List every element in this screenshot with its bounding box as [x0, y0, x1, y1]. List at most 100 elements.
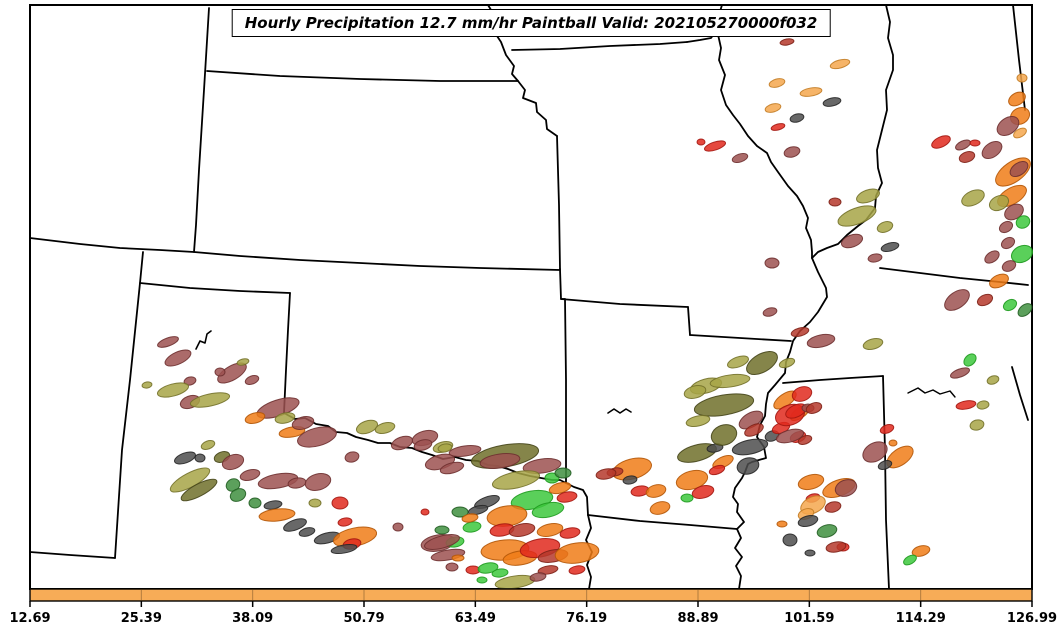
paintball-blob-maroon [775, 428, 805, 444]
paintball-blob-amber [768, 78, 786, 88]
paintball-blob-maroon [183, 376, 197, 386]
paintball-blob-red [791, 386, 813, 402]
paintball-blobs [141, 38, 1034, 590]
boundary-mississippi-mid [732, 257, 828, 530]
paintball-blob-dgreen [816, 524, 838, 538]
paintball-blob-gray [789, 113, 805, 123]
paintball-blob-red [969, 139, 981, 147]
paintball-blob-orange [461, 513, 479, 523]
colorbar-tick-label: 63.49 [455, 611, 496, 626]
paintball-blob-brick [508, 523, 536, 537]
paintball-blob-amber [1013, 127, 1027, 139]
paintball-blob-maroon [1000, 236, 1016, 250]
paintball-blob-olive [837, 205, 877, 227]
boundary-wabash-river [874, 4, 894, 209]
paintball-blob-maroon [304, 473, 332, 491]
paintball-blob-gray [731, 438, 769, 456]
paintball-blob-olive [778, 357, 796, 369]
paintball-blob-maroon [297, 426, 337, 448]
paintball-blob-maroon [164, 349, 192, 367]
paintball-blob-olive [727, 355, 749, 369]
paintball-blob-orange [536, 523, 564, 537]
paintball-blob-brick [958, 151, 976, 163]
paintball-blob-olive [969, 419, 985, 431]
paintball-blob-green [477, 562, 499, 574]
paintball-blob-red [931, 135, 951, 149]
paintball-blob-dolive [710, 424, 738, 446]
paintball-blob-maroon [221, 453, 245, 471]
paintball-blob-maroon [950, 367, 970, 379]
paintball-blob-orange [649, 501, 671, 515]
paintball-blob-brick [828, 197, 842, 207]
colorbar-tick-label: 101.59 [784, 611, 834, 626]
paintball-blob-maroon [445, 562, 459, 572]
paintball-blob-olive [437, 443, 453, 453]
paintball-blob-red [556, 491, 578, 503]
colorbar-tick-label: 88.89 [677, 611, 718, 626]
paintball-blob-maroon [783, 146, 801, 158]
paintball-blob-gray [804, 549, 816, 557]
paintball-blob-brick [825, 541, 847, 553]
paintball-blob-gray [736, 457, 760, 475]
paintball-blob-gray [706, 443, 724, 453]
paintball-blob-maroon [834, 479, 858, 497]
boundary-bootheel-west [687, 306, 691, 336]
paintball-blob-maroon [998, 220, 1014, 234]
paintball-blob-maroon [867, 253, 883, 263]
paintball-blob-olive [189, 392, 231, 408]
paintball-blob-olive [274, 412, 296, 424]
paintball-blob-orange [888, 439, 898, 447]
boundary-nm-tx-32n [29, 551, 116, 559]
paintball-blob-brick [595, 468, 617, 480]
paintball-blob-maroon [413, 439, 433, 451]
boundary-mo-west [556, 135, 561, 270]
boundary-mississippi-upper [716, 4, 813, 259]
paintball-blob-orange [258, 508, 296, 522]
paintball-blob-maroon [862, 441, 888, 463]
paintball-blob-red [420, 508, 430, 516]
boundary-tx-ok-100w [283, 292, 291, 414]
paintball-blob-olive [141, 381, 153, 389]
paintball-blob-olive [355, 419, 379, 435]
paintball-blob-dgreen [229, 488, 247, 502]
paintball-blob-maroon [291, 416, 315, 430]
paintball-blob-red [703, 140, 727, 152]
paintball-blob-olive [876, 221, 894, 233]
paintball-blob-maroon [840, 233, 864, 249]
paintball-blob-olive [374, 422, 396, 434]
colorbar-tick-label: 12.69 [9, 611, 50, 626]
boundary-nm-east-103w [114, 251, 144, 559]
state-boundaries [29, 4, 1029, 590]
paintball-blob-maroon [439, 461, 465, 475]
paintball-blob-brick [805, 402, 823, 414]
paintball-blob-maroon [448, 445, 482, 457]
boundary-ok-ar [564, 298, 567, 484]
paintball-blob-olive [200, 440, 216, 450]
boundary-ne-ks-40n [206, 70, 519, 82]
colorbar: 12.69 25.39 38.09 50.79 63.49 76.19 88.89 101.5… [9, 588, 1057, 626]
paintball-blob-brick [824, 501, 842, 513]
paintball-blob-olive [236, 358, 250, 366]
paintball-blob-orange [645, 484, 667, 498]
paintball-blob-orange [548, 481, 572, 495]
boundary-mo-ar-365n [560, 298, 689, 308]
paintball-blob-orange [989, 273, 1009, 289]
paintball-blob-green [1015, 215, 1031, 229]
paintball-blob-gray [782, 533, 798, 547]
paintball-blob-brick [797, 435, 813, 445]
paintball-blob-gray [174, 451, 196, 465]
paintball-blob-red [955, 400, 977, 410]
boundary-co-east-102w [193, 7, 210, 253]
paintball-blob-red [770, 123, 786, 131]
paintball-blob-olive [683, 385, 707, 399]
paintball-blob-green [491, 568, 509, 578]
paintball-blob-gray [622, 475, 638, 485]
paintball-blob-maroon [1004, 203, 1024, 221]
paintball-blob-maroon [996, 115, 1020, 137]
paintball-blob-maroon [344, 451, 360, 463]
boundary-bootheel-36n [689, 334, 792, 342]
paintball-blob-dgreen [248, 497, 262, 509]
colorbar-tick-label: 25.39 [121, 611, 162, 626]
paintball-blob-gray [194, 453, 206, 463]
